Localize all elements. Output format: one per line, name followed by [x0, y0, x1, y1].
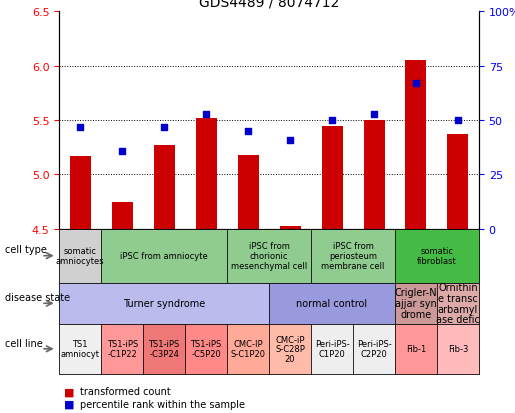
Bar — [237, 156, 259, 229]
Bar — [196, 119, 217, 229]
Text: Ornithin
e transc
arbamyl
ase defic: Ornithin e transc arbamyl ase defic — [436, 282, 480, 325]
Text: somatic
amniocytes: somatic amniocytes — [56, 247, 105, 266]
Text: cell line: cell line — [5, 338, 43, 348]
Text: transformed count: transformed count — [80, 387, 170, 396]
Bar — [364, 121, 385, 229]
Text: Fib-3: Fib-3 — [448, 344, 468, 354]
Point — [286, 137, 294, 144]
Text: normal control: normal control — [297, 299, 368, 309]
Point — [118, 148, 126, 154]
Point — [76, 124, 84, 131]
Bar — [321, 126, 342, 229]
Text: Fib-1: Fib-1 — [406, 344, 426, 354]
Bar — [112, 202, 133, 229]
Text: ■: ■ — [64, 387, 75, 396]
Text: CMC-iP
S-C28P
20: CMC-iP S-C28P 20 — [275, 335, 305, 363]
Bar — [70, 157, 91, 229]
Point — [244, 128, 252, 135]
Point — [160, 124, 168, 131]
Text: TS1-iPS
-C3P24: TS1-iPS -C3P24 — [148, 339, 180, 358]
Point — [454, 117, 462, 124]
Title: GDS4489 / 8074712: GDS4489 / 8074712 — [199, 0, 339, 10]
Text: CMC-IP
S-C1P20: CMC-IP S-C1P20 — [231, 339, 266, 358]
Text: Peri-iPS-
C2P20: Peri-iPS- C2P20 — [357, 339, 391, 358]
Bar — [153, 146, 175, 229]
Text: TS1-iPS
-C1P22: TS1-iPS -C1P22 — [107, 339, 138, 358]
Text: iPSC from
periosteum
membrane cell: iPSC from periosteum membrane cell — [321, 242, 385, 270]
Text: somatic
fibroblast: somatic fibroblast — [417, 247, 457, 266]
Text: Peri-iPS-
C1P20: Peri-iPS- C1P20 — [315, 339, 349, 358]
Point — [328, 117, 336, 124]
Text: disease state: disease state — [5, 292, 70, 302]
Point — [202, 111, 210, 118]
Text: ■: ■ — [64, 399, 75, 409]
Text: iPSC from
chorionic
mesenchymal cell: iPSC from chorionic mesenchymal cell — [231, 242, 307, 270]
Text: cell type: cell type — [5, 245, 47, 255]
Bar — [405, 61, 426, 229]
Bar — [448, 135, 469, 229]
Text: percentile rank within the sample: percentile rank within the sample — [80, 399, 245, 409]
Text: TS1-iPS
-C5P20: TS1-iPS -C5P20 — [191, 339, 222, 358]
Text: TS1
amniocyt: TS1 amniocyt — [61, 339, 100, 358]
Text: Turner syndrome: Turner syndrome — [123, 299, 205, 309]
Bar — [280, 226, 301, 229]
Text: iPSC from amniocyte: iPSC from amniocyte — [121, 252, 208, 261]
Point — [370, 111, 378, 118]
Point — [412, 81, 420, 87]
Text: Crigler-N
ajjar syn
drome: Crigler-N ajjar syn drome — [394, 288, 437, 319]
